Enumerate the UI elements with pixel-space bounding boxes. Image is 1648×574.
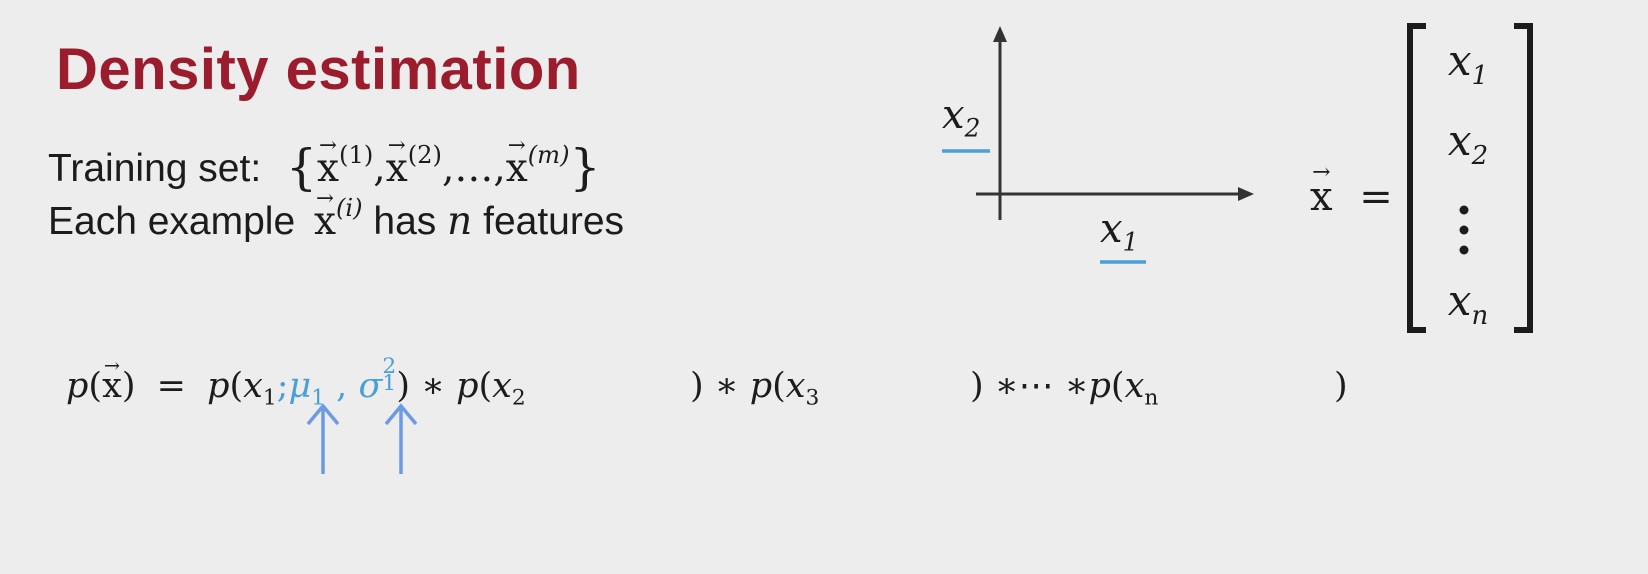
y-axis-label: x2 xyxy=(942,92,981,143)
vertical-ellipsis xyxy=(1459,205,1469,255)
each-example-prefix: Each example xyxy=(48,200,296,244)
x-vector-2: x xyxy=(386,146,408,191)
vector-row-2: x2 xyxy=(1447,116,1489,172)
superscript-2: (2) xyxy=(407,140,442,169)
formula-term-3: ) ∗ p(x3 xyxy=(690,366,820,411)
superscript-i: (i) xyxy=(335,194,363,222)
vector-row-n: xn xyxy=(1447,276,1489,332)
page-title: Density estimation xyxy=(56,37,581,102)
x-vector-lhs: x xyxy=(1310,174,1333,220)
x-vector-i: x xyxy=(314,199,336,244)
superscript-m: (m) xyxy=(527,140,570,169)
sigma-1-squared: σ xyxy=(358,366,383,406)
left-bracket xyxy=(1407,23,1426,333)
mu-1: μ xyxy=(288,366,312,406)
formula-close-paren: ) xyxy=(1334,366,1348,406)
x-vector-1: x xyxy=(317,146,339,191)
ellipsis: … xyxy=(454,146,494,192)
equals-sign: = xyxy=(1359,174,1393,220)
x-axis-arrowhead xyxy=(1238,187,1254,201)
formula-lhs: p(x) = p(x1;μ1 , σ21 ) ∗ p(x2 xyxy=(66,354,526,411)
formula-term-n: ) ∗⋯ ∗p(xn xyxy=(970,366,1159,411)
training-set-label: Training set: xyxy=(48,147,262,191)
vector-lhs: x = xyxy=(1310,174,1393,220)
close-brace: } xyxy=(569,140,601,196)
open-brace: { xyxy=(286,140,318,196)
x-axis-label: x1 xyxy=(1100,206,1139,257)
each-example-line: Each example x(i) has n features xyxy=(48,194,624,244)
right-bracket xyxy=(1514,23,1533,333)
vector-row-1: x1 xyxy=(1447,36,1489,92)
y-axis-arrowhead xyxy=(993,26,1007,42)
sigma-arrowhead xyxy=(384,403,418,426)
axes-plot xyxy=(942,26,1254,264)
features-text: features xyxy=(483,200,625,244)
semicolon-param: ; xyxy=(276,366,289,406)
has-text: has xyxy=(373,200,437,244)
training-set-line: Training set: {x(1),x(2),…,x(m)} xyxy=(48,140,601,196)
superscript-1: (1) xyxy=(339,140,374,169)
x-vector-m: x xyxy=(506,146,528,191)
matrix-brackets xyxy=(1407,23,1533,333)
mu-arrowhead xyxy=(306,403,340,426)
parameter-arrows xyxy=(306,403,418,474)
n-symbol: n xyxy=(447,199,473,245)
